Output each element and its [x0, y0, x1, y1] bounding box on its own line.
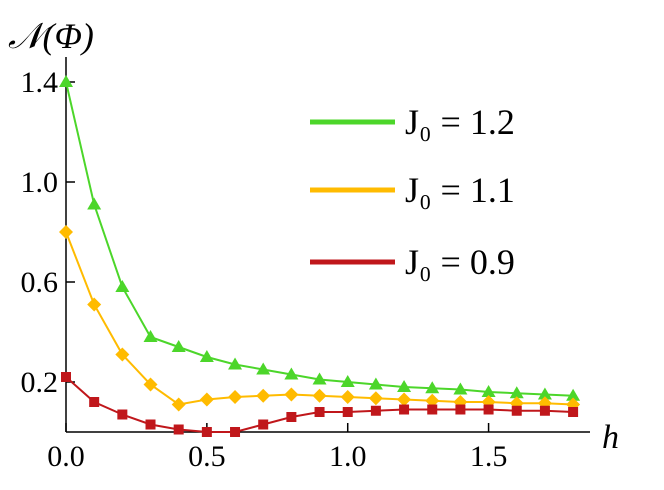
marker	[286, 412, 297, 422]
marker	[312, 372, 327, 385]
marker	[511, 405, 522, 416]
marker	[87, 197, 102, 210]
y-tick-label: 0.2	[21, 366, 59, 399]
marker	[284, 387, 299, 402]
marker	[59, 75, 73, 87]
marker	[368, 391, 383, 406]
marker	[483, 404, 494, 415]
marker	[397, 392, 412, 407]
marker	[256, 388, 271, 403]
y-tick-label: 1.0	[21, 166, 59, 199]
marker	[453, 382, 468, 395]
x-axis-label: h	[602, 419, 619, 456]
marker	[171, 397, 186, 412]
marker	[481, 385, 496, 397]
marker	[425, 393, 440, 408]
marker	[342, 407, 353, 417]
marker	[258, 419, 269, 430]
marker	[368, 377, 383, 390]
chart-title: 𝒩(Φ)	[8, 16, 94, 56]
marker	[228, 357, 243, 370]
marker	[145, 419, 156, 430]
marker	[284, 367, 299, 380]
marker	[171, 340, 186, 352]
marker	[539, 405, 550, 416]
marker	[115, 347, 130, 362]
legend-label: J₀ = 1.2	[405, 102, 515, 142]
marker	[143, 377, 158, 392]
marker	[455, 404, 466, 415]
marker	[537, 387, 552, 400]
series-line	[65, 376, 574, 433]
legend-label: J₀ = 1.1	[405, 170, 515, 210]
marker	[397, 380, 412, 392]
marker	[117, 409, 128, 420]
y-tick-label: 0.6	[21, 266, 59, 299]
marker	[314, 407, 325, 417]
marker	[201, 427, 212, 437]
marker	[59, 225, 73, 239]
marker	[566, 388, 581, 401]
marker	[228, 390, 243, 404]
marker	[199, 350, 214, 362]
x-tick-label: 1.0	[329, 440, 367, 473]
marker	[143, 330, 158, 342]
marker	[199, 392, 214, 407]
x-tick-label: 1.5	[470, 440, 508, 473]
legend-label: J₀ = 0.9	[405, 242, 515, 282]
marker	[427, 404, 438, 415]
marker	[425, 381, 440, 394]
marker	[256, 362, 271, 375]
marker	[509, 386, 524, 399]
marker	[87, 297, 102, 312]
marker	[115, 280, 130, 292]
marker	[173, 424, 184, 435]
marker	[89, 397, 100, 407]
marker	[230, 427, 241, 437]
marker	[61, 372, 71, 382]
marker	[340, 390, 355, 404]
x-tick-label: 0.0	[47, 440, 85, 473]
y-tick-label: 1.4	[21, 66, 59, 99]
marker	[399, 404, 410, 415]
marker	[340, 375, 355, 387]
marker	[312, 388, 327, 403]
marker	[370, 405, 381, 416]
x-tick-label: 0.5	[188, 440, 226, 473]
marker	[568, 407, 579, 417]
